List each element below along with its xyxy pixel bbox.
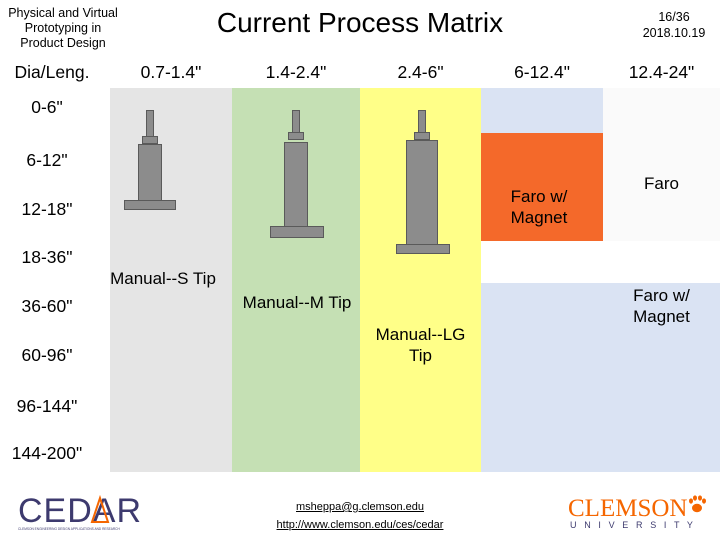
clemson-logo-subtext: U N I V E R S I T Y [570,520,695,530]
tiger-paw-icon [689,495,706,513]
column-header-1: 0.7-1.4" [140,62,202,82]
clemson-logo-text: CLEMSON [568,495,687,522]
column-header-5: 12.4-24" [628,62,695,82]
row-label-2: 6-12" [26,150,68,170]
row-label-7: 96-144" [16,396,78,416]
column-header-2: 1.4-2.4" [265,62,327,82]
clemson-logo-graphic: CLEMSON U N I V E R S I T Y [568,495,706,530]
row-label-3: 12-18" [21,199,73,219]
clemson-logo: CLEMSON U N I V E R S I T Y [566,492,708,532]
cedar-logo-graphic: CEDAR CLEMSON ENGINEERING DESIGN APPLICA… [18,492,142,531]
page-number: 16/36 [658,10,690,24]
faro-magnet-label: Faro w/ Magnet [481,186,597,228]
faro-magnet-label-line1: Faro w/ [510,187,568,206]
small-probe-icon [122,110,182,210]
column-header-4: 6-12.4" [514,62,570,82]
cedar-logo-subtext: CLEMSON ENGINEERING DESIGN APPLICATIONS … [18,527,120,531]
row-label-8: 144-200" [11,443,83,463]
column-header-3: 2.4-6" [397,62,444,82]
faro-magnet-large-label-line2: Magnet [633,307,690,326]
cedar-logo-text: CEDAR [18,492,142,530]
manual-s-label: Manual--S Tip [110,269,216,288]
manual-m-label: Manual--M Tip [242,293,352,312]
course-title-line3: Product Design [20,36,106,50]
corner-label: Dia/Leng. [14,62,90,82]
faro-magnet-label-line2: Magnet [510,208,568,227]
manual-lg-label: Manual--LG Tip [360,324,481,366]
faro-magnet-region [481,133,603,241]
course-title-line2: Prototyping in [24,21,102,35]
slide-date: 2018.10.19 [642,26,706,40]
medium-probe-icon [268,110,328,238]
manual-s-region [110,88,232,472]
cedar-url-link[interactable]: http://www.clemson.edu/ces/cedar [276,519,444,531]
contact-email-link[interactable]: msheppa@g.clemson.edu [296,501,424,513]
row-label-1: 0-6" [31,97,63,117]
manual-lg-label-line2: Tip [409,346,432,365]
course-title-line1: Physical and Virtual [8,6,118,20]
course-title: Physical and Virtual Prototyping in Prod… [0,6,126,51]
faro-magnet-large-region [481,283,720,472]
blue-region-top [481,88,603,133]
faro-magnet-large-label-line1: Faro w/ [633,286,690,305]
page-info: 16/36 2018.10.19 [628,9,720,41]
cedar-logo: CEDAR CLEMSON ENGINEERING DESIGN APPLICA… [18,492,142,532]
footer-contact: msheppa@g.clemson.edu http://www.clemson… [240,498,480,534]
row-label-6: 60-96" [21,345,73,365]
row-label-5: 36-60" [21,296,73,316]
row-label-4: 18-36" [21,247,73,267]
manual-lg-label-line1: Manual--LG [375,325,466,344]
faro-label: Faro [644,174,679,193]
faro-magnet-large-label: Faro w/ Magnet [603,285,720,327]
large-probe-icon [394,110,454,255]
faro-region [603,88,720,241]
slide-title: Current Process Matrix [216,7,504,38]
